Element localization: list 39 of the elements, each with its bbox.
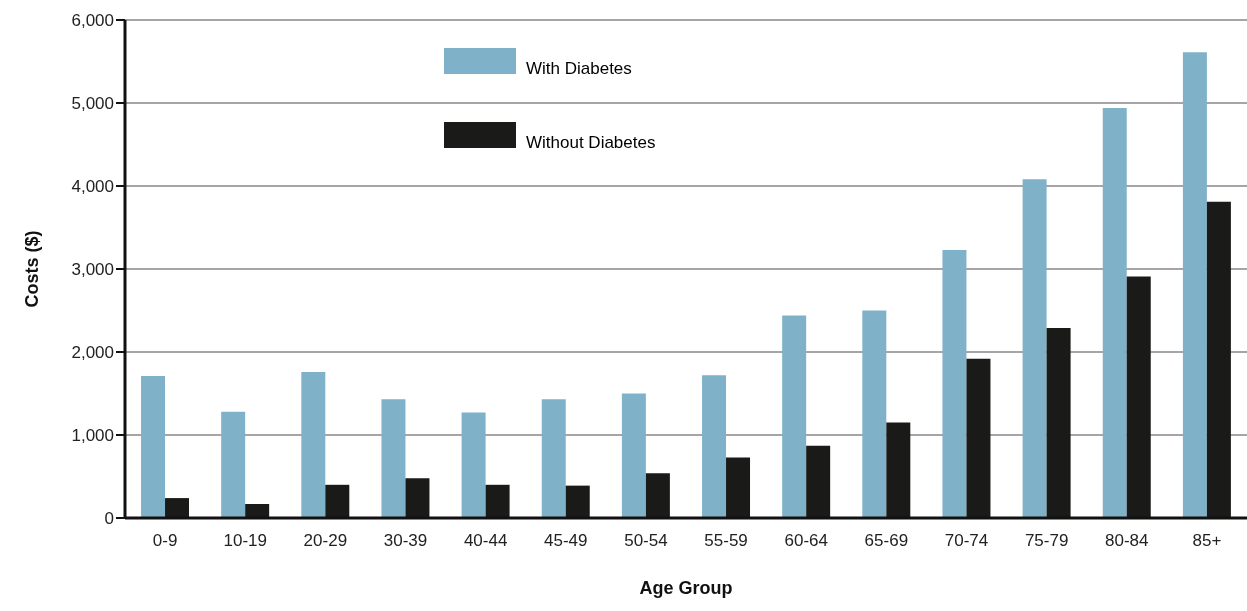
y-tick-label: 2,000 xyxy=(71,343,114,363)
bar xyxy=(1022,179,1047,518)
bar xyxy=(862,310,887,518)
bar xyxy=(221,411,246,518)
x-tick-label: 75-79 xyxy=(1024,531,1069,551)
bar xyxy=(942,249,967,518)
x-tick-label: 70-74 xyxy=(944,531,989,551)
bar xyxy=(541,399,566,518)
legend-label: With Diabetes xyxy=(526,59,632,78)
y-tick-label: 4,000 xyxy=(71,177,114,197)
x-tick-label: 50-54 xyxy=(624,531,668,551)
bar xyxy=(1182,52,1207,518)
x-tick-label: 0-9 xyxy=(152,531,178,551)
x-tick-label: 65-69 xyxy=(864,531,909,551)
bar xyxy=(782,315,807,518)
bar xyxy=(461,412,486,518)
y-axis-title: Costs ($) xyxy=(22,230,43,308)
y-tick-label: 5,000 xyxy=(71,94,114,114)
bar xyxy=(1102,107,1127,518)
x-tick-label: 80-84 xyxy=(1105,531,1149,551)
x-tick-label: 30-39 xyxy=(383,531,428,551)
x-tick-label: 85+ xyxy=(1192,531,1222,551)
bar xyxy=(301,371,326,518)
bar xyxy=(702,375,727,518)
bar xyxy=(621,393,646,518)
y-tick-label: 3,000 xyxy=(71,260,114,280)
x-axis-title: Age Group xyxy=(639,578,733,598)
x-tick-label: 60-64 xyxy=(784,531,828,551)
bar xyxy=(381,399,406,518)
x-tick-label: 20-29 xyxy=(303,531,348,551)
y-tick-label: 1,000 xyxy=(71,426,114,446)
y-tick-label: 6,000 xyxy=(71,11,114,31)
bar xyxy=(141,376,166,518)
x-tick-label: 40-44 xyxy=(463,531,508,551)
x-tick-label: 10-19 xyxy=(223,531,267,551)
x-tick-label: 45-49 xyxy=(544,531,588,551)
y-tick-label: 0 xyxy=(104,509,114,529)
legend-label: Without Diabetes xyxy=(526,133,656,152)
x-tick-label: 55-59 xyxy=(704,531,748,551)
